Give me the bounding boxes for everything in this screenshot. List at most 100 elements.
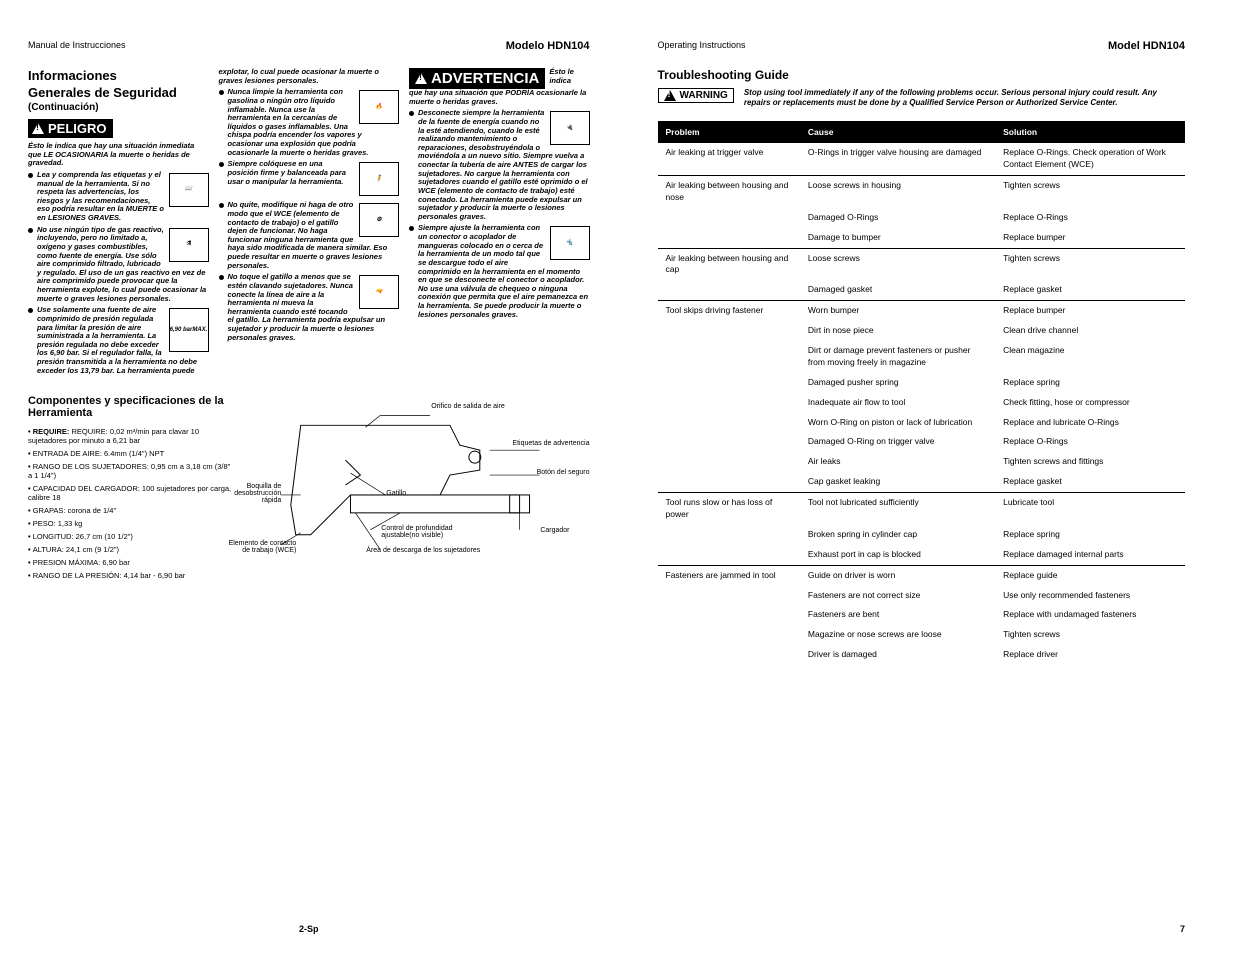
cell-problem xyxy=(658,341,800,373)
cell-problem xyxy=(658,586,800,606)
col-3: ADVERTENCIA Ésto le indica que hay una s… xyxy=(409,68,590,375)
danger-label: PELIGRO xyxy=(48,121,107,136)
cell-solution: Replace damaged internal parts xyxy=(995,545,1185,565)
cell-solution: Replace O-Rings. Check operation of Work… xyxy=(995,143,1185,175)
cell-solution: Replace gasket xyxy=(995,280,1185,300)
cell-cause: Exhaust port in cap is blocked xyxy=(800,545,995,565)
cell-cause: Fasteners are bent xyxy=(800,605,995,625)
cell-cause: Magazine or nose screws are loose xyxy=(800,625,995,645)
bullet-c1: 🔥Nunca limpie la herramienta con gasolin… xyxy=(219,88,400,157)
table-row: Fasteners are bentReplace with undamaged… xyxy=(658,605,1186,625)
cell-solution: Tighten screws xyxy=(995,625,1185,645)
cell-solution: Use only recommended fasteners xyxy=(995,586,1185,606)
table-row: Inadequate air flow to toolCheck fitting… xyxy=(658,393,1186,413)
left-columns: Informaciones Generales de Seguridad (Co… xyxy=(28,68,590,375)
cell-solution: Replace driver xyxy=(995,645,1185,665)
col-2: explotar, lo cual puede ocasionar la mue… xyxy=(219,68,400,375)
dl-7: Cargador xyxy=(540,527,569,534)
table-row: Damage to bumperReplace bumper xyxy=(658,228,1186,248)
flame-icon: 🔥 xyxy=(359,90,399,124)
operating-label: Operating Instructions xyxy=(658,40,746,52)
model-label: Modelo HDN104 xyxy=(506,40,590,52)
table-row: Dirt in nose pieceClean drive channel xyxy=(658,321,1186,341)
adv-intro-b: que hay una situación que PODRÍA ocasion… xyxy=(409,89,590,106)
cell-solution: Tighten screws and fittings xyxy=(995,452,1185,472)
cell-solution: Replace spring xyxy=(995,525,1185,545)
table-row: Dirt or damage prevent fasteners or push… xyxy=(658,341,1186,373)
cell-solution: Check fitting, hose or compressor xyxy=(995,393,1185,413)
spec-7: LONGITUD: 26,7 cm (10 1/2") xyxy=(28,532,235,541)
spec-3: RANGO DE LOS SUJETADORES: 0,95 cm a 3,18… xyxy=(28,462,235,480)
disconnect-icon: 🔌 xyxy=(550,111,590,145)
cell-cause: Damaged pusher spring xyxy=(800,373,995,393)
spec-10: RANGO DE LA PRESIÓN: 4,14 bar - 6,90 bar xyxy=(28,571,235,580)
comp-title: Componentes y specificaciones de la Herr… xyxy=(28,395,235,419)
gas-icon: ⚗ xyxy=(169,228,209,262)
dl-5: Boquilla de desobstrucción rápida xyxy=(226,483,281,504)
table-row: Worn O-Ring on piston or lack of lubrica… xyxy=(658,413,1186,433)
advertencia-box: ADVERTENCIA xyxy=(409,68,545,89)
cell-solution: Replace bumper xyxy=(995,301,1185,321)
dl-2: Etiquetas de advertencia xyxy=(512,440,589,447)
cell-problem xyxy=(658,625,800,645)
cell-cause: Tool not lubricated sufficiently xyxy=(800,493,995,525)
bullet-d2: 🔩Siempre ajuste la herramienta con un co… xyxy=(409,224,590,319)
components-box: Componentes y specificaciones de la Herr… xyxy=(28,395,590,584)
dl-3: Botón del seguro xyxy=(537,469,590,476)
spec-5: GRAPAS: corona de 1/4" xyxy=(28,506,235,515)
troubleshooting-title: Troubleshooting Guide xyxy=(658,68,1186,82)
cell-cause: Worn O-Ring on piston or lack of lubrica… xyxy=(800,413,995,433)
continuation: (Continuación) xyxy=(28,102,209,113)
warning-triangle-icon xyxy=(32,123,44,134)
warning-label: WARNING xyxy=(680,90,728,101)
cell-solution: Tighten screws xyxy=(995,175,1185,207)
manual-icon: 📖 xyxy=(169,173,209,207)
cell-problem xyxy=(658,373,800,393)
cell-cause: Driver is damaged xyxy=(800,645,995,665)
cell-problem xyxy=(658,452,800,472)
cell-cause: Dirt in nose piece xyxy=(800,321,995,341)
cell-cause: Inadequate air flow to tool xyxy=(800,393,995,413)
table-row: Tool runs slow or has loss of powerTool … xyxy=(658,493,1186,525)
spec-4: CAPACIDAD DEL CARGADOR: 100 sujetadores … xyxy=(28,484,235,502)
table-header-row: Problem Cause Solution xyxy=(658,121,1186,143)
warning-row: WARNING Stop using tool immediately if a… xyxy=(658,88,1186,107)
cell-problem xyxy=(658,472,800,492)
th-solution: Solution xyxy=(995,121,1185,143)
table-row: Damaged pusher springReplace spring xyxy=(658,373,1186,393)
dl-1: Orifico de salida de aire xyxy=(431,403,505,410)
cell-cause: Dirt or damage prevent fasteners or push… xyxy=(800,341,995,373)
table-row: Tool skips driving fastenerWorn bumperRe… xyxy=(658,301,1186,321)
cell-cause: Broken spring in cylinder cap xyxy=(800,525,995,545)
warning-small-box: WARNING xyxy=(658,88,734,103)
table-row: Fasteners are jammed in toolGuide on dri… xyxy=(658,565,1186,585)
gauge-icon: 6,90 barMAX. xyxy=(169,308,209,352)
dl-8: Elemento de contacto de trabajo (WCE) xyxy=(226,540,296,554)
cell-solution: Replace and lubricate O-Rings xyxy=(995,413,1185,433)
section-title-2: Generales de Seguridad xyxy=(28,85,209,100)
cell-solution: Replace guide xyxy=(995,565,1185,585)
cell-cause: Loose screws xyxy=(800,248,995,280)
table-row: Damaged O-Ring on trigger valveReplace O… xyxy=(658,432,1186,452)
cell-solution: Tighten screws xyxy=(995,248,1185,280)
spec-6: PESO: 1,33 kg xyxy=(28,519,235,528)
cell-solution: Replace with undamaged fasteners xyxy=(995,605,1185,625)
cell-solution: Replace O-Rings xyxy=(995,432,1185,452)
right-page: Operating Instructions Model HDN104 Trou… xyxy=(618,0,1235,954)
cell-cause: Worn bumper xyxy=(800,301,995,321)
table-row: Driver is damagedReplace driver xyxy=(658,645,1186,665)
danger-intro: Ésto le indica que hay una situación inm… xyxy=(28,142,209,168)
cell-cause: Damaged O-Ring on trigger valve xyxy=(800,432,995,452)
cell-solution: Clean magazine xyxy=(995,341,1185,373)
th-cause: Cause xyxy=(800,121,995,143)
cell-problem xyxy=(658,280,800,300)
dl-6: Control de profundidad ajustable(no visi… xyxy=(381,525,481,539)
spec-1: REQUIRE: REQUIRE: 0,02 m³/min para clava… xyxy=(28,427,235,445)
adv-label: ADVERTENCIA xyxy=(431,70,539,87)
cell-cause: Damaged O-Rings xyxy=(800,208,995,228)
bullet-c4: 🔫No toque el gatillo a menos que se esté… xyxy=(219,273,400,342)
table-row: Magazine or nose screws are looseTighten… xyxy=(658,625,1186,645)
trigger-icon: 🔫 xyxy=(359,275,399,309)
cell-problem xyxy=(658,545,800,565)
cell-cause: Air leaks xyxy=(800,452,995,472)
